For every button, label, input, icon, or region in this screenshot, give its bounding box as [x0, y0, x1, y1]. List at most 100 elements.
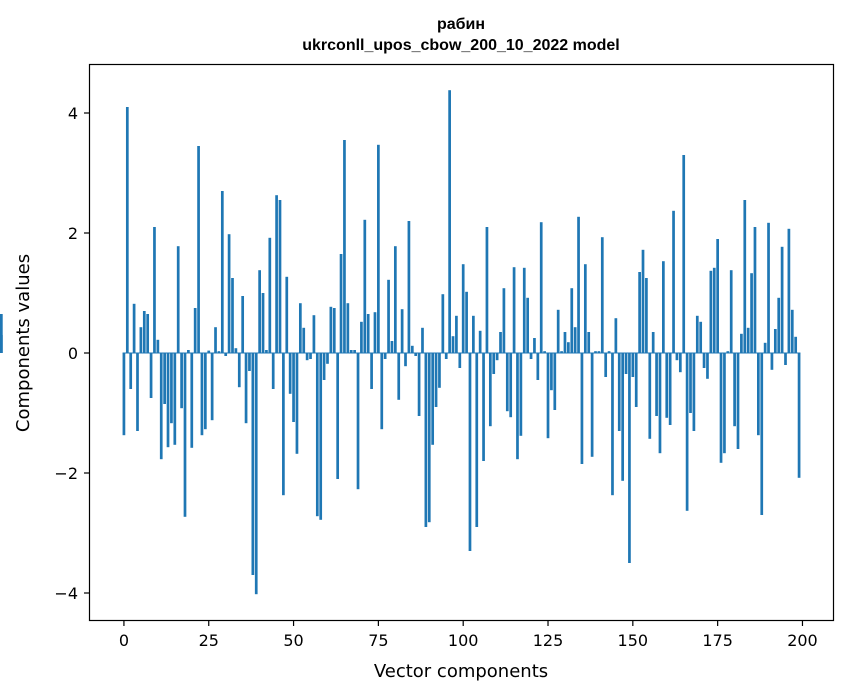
bar-23 — [200, 353, 204, 436]
bar-128 — [556, 309, 560, 353]
bar-195 — [784, 353, 787, 365]
x-tick-label-75: 75 — [368, 631, 388, 650]
bar-198 — [794, 336, 798, 353]
bar-149 — [628, 353, 631, 563]
bar-34 — [237, 353, 241, 388]
bar-3 — [132, 303, 136, 353]
bar-190 — [767, 222, 770, 353]
bar-12 — [163, 353, 166, 404]
bar-147 — [621, 353, 625, 481]
bar-92 — [434, 353, 438, 407]
bar-51 — [295, 353, 299, 454]
bar-159 — [662, 261, 665, 353]
bar-160 — [665, 353, 669, 418]
x-tick-label-125: 125 — [533, 631, 564, 650]
bar-84 — [407, 221, 411, 353]
bar-132 — [570, 288, 574, 353]
bar-175 — [716, 239, 719, 353]
bar-16 — [176, 246, 180, 353]
x-tick-label-100: 100 — [448, 631, 479, 650]
bar-47 — [282, 353, 285, 496]
bar-133 — [573, 327, 577, 353]
bar-35 — [241, 296, 245, 353]
bar-86 — [414, 353, 418, 356]
bar-28 — [217, 351, 221, 353]
bar-46 — [278, 200, 282, 353]
bar-194 — [780, 246, 784, 353]
bar-88 — [421, 327, 424, 353]
bar-110 — [495, 353, 499, 361]
bar-56 — [312, 315, 316, 353]
bar-11 — [159, 353, 163, 460]
bar-156 — [651, 332, 655, 353]
bar-129 — [560, 351, 563, 353]
bar-183 — [743, 200, 747, 353]
bar-58 — [319, 353, 323, 520]
bar-68 — [353, 350, 356, 353]
bar-144 — [611, 353, 614, 496]
bar-199 — [797, 353, 801, 478]
bar-26 — [210, 353, 214, 421]
bar-97 — [451, 336, 455, 353]
bar-178 — [726, 351, 730, 353]
bar-25 — [207, 350, 211, 353]
bar-127 — [553, 353, 557, 410]
bar-124 — [543, 351, 546, 353]
bar-70 — [360, 321, 363, 353]
bar-67 — [349, 350, 353, 353]
bar-76 — [380, 353, 384, 430]
bar-180 — [733, 353, 736, 427]
bar-114 — [509, 353, 513, 418]
bar-30 — [224, 353, 228, 356]
bar-27 — [214, 327, 217, 353]
bar-95 — [444, 353, 448, 359]
bar-77 — [383, 353, 387, 359]
bar-5 — [139, 327, 143, 353]
bar-115 — [512, 267, 516, 353]
bar-126 — [550, 353, 553, 391]
bar-163 — [675, 353, 679, 361]
bar-64 — [339, 254, 343, 353]
bar-85 — [410, 345, 414, 353]
y-tick-label--4: −4 — [54, 584, 78, 603]
chart-subtitle: ukrconll_upos_cbow_200_10_2022 model — [302, 37, 619, 54]
bar-122 — [536, 353, 540, 380]
bar-157 — [655, 353, 658, 416]
bar-1 — [125, 107, 129, 353]
bar-53 — [302, 327, 306, 353]
bar-7 — [146, 314, 150, 353]
bar-20 — [190, 353, 194, 448]
bar-158 — [658, 353, 662, 454]
bar-152 — [638, 272, 641, 353]
x-tick-label-175: 175 — [702, 631, 733, 650]
bar-193 — [777, 297, 781, 353]
y-axis-ticks: −4 −2 0 2 4 — [54, 104, 90, 603]
bar-151 — [634, 353, 638, 407]
bar-111 — [499, 332, 502, 353]
bar-36 — [244, 353, 248, 424]
x-tick-label-0: 0 — [119, 631, 129, 650]
bar-73 — [370, 353, 373, 389]
bar-82 — [400, 309, 404, 353]
bar-117 — [519, 353, 523, 436]
bar-8 — [149, 353, 153, 398]
bar-138 — [590, 353, 594, 457]
bar-15 — [173, 353, 177, 445]
bar-90 — [427, 353, 431, 523]
bar-140 — [597, 351, 601, 353]
bar-187 — [757, 353, 760, 436]
bar-96 — [448, 90, 451, 353]
bar-119 — [526, 297, 530, 353]
bar-109 — [492, 353, 496, 374]
y-tick-label-4: 4 — [68, 104, 78, 123]
bar-undefined — [0, 314, 3, 353]
x-axis-ticks: 0 25 50 75 100 125 150 175 200 — [119, 620, 818, 650]
bar-155 — [648, 353, 652, 439]
bars — [0, 90, 801, 595]
bar-0 — [122, 353, 126, 436]
bar-105 — [478, 330, 482, 353]
bar-6 — [142, 311, 146, 353]
bar-72 — [366, 314, 370, 353]
bar-177 — [723, 353, 726, 454]
